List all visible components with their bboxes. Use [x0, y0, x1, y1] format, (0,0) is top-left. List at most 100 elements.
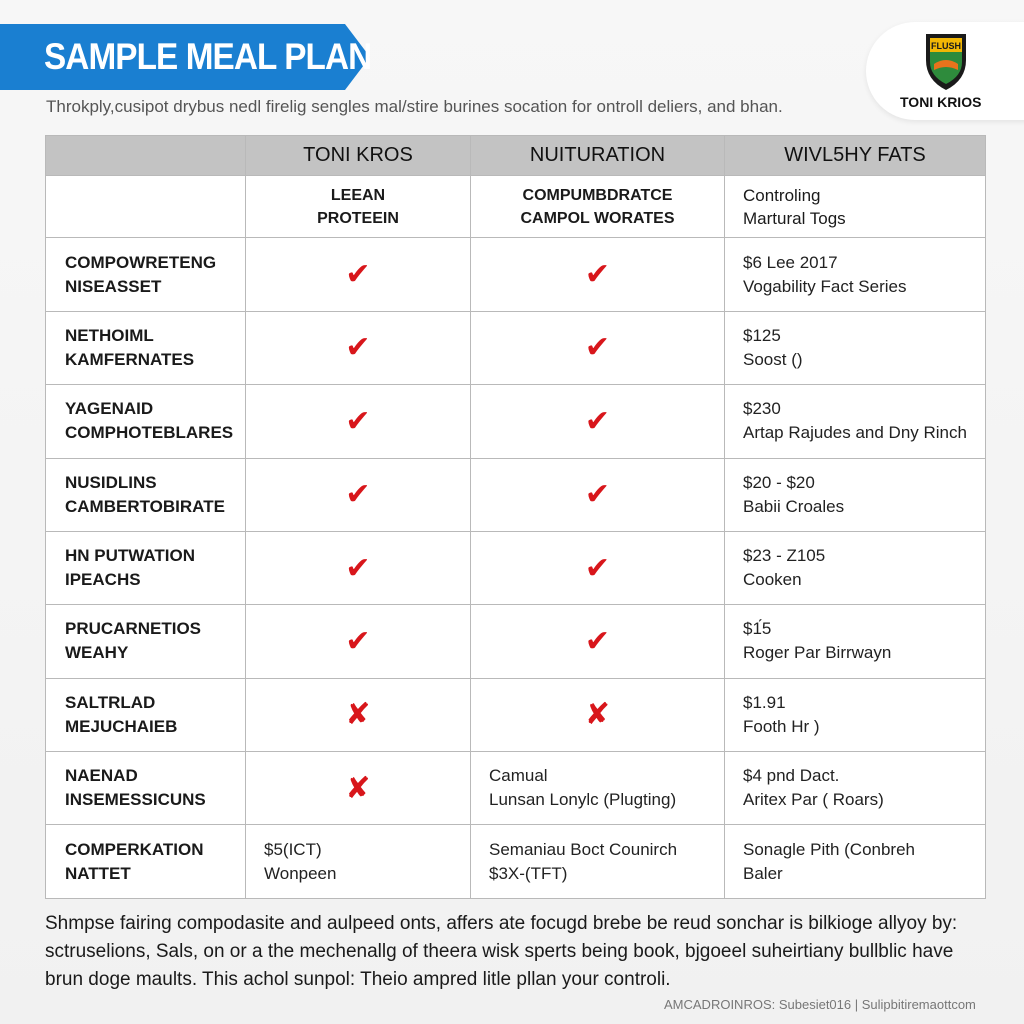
- cell-text-line: WEAHY: [65, 643, 129, 663]
- checkmark-icon: ✔: [245, 457, 471, 532]
- subheader-cell: COMPUMBDRATCE CAMPOL WORATES: [470, 174, 725, 239]
- cell-text-line: NISEASSET: [65, 276, 162, 296]
- cell-text-line: Soost (): [743, 349, 803, 369]
- cross-icon: ✘: [470, 677, 725, 753]
- page-subtitle: Throkply,cusipot drybus nedl firelig sen…: [46, 97, 783, 116]
- cell-text-line: $230: [743, 399, 781, 419]
- shield-crest-icon: FLUSH: [926, 34, 966, 90]
- cell-text-line: Wonpeen: [264, 863, 337, 883]
- cell-text-line: COMPHOTEBLARES: [65, 423, 234, 443]
- cell-text-line: $20 - $20: [743, 472, 815, 492]
- subheader-line: COMPUMBDRATCE: [522, 186, 673, 204]
- subheader-line: Martural Togs: [743, 208, 846, 228]
- cell-text-line: SALTRLAD: [65, 692, 156, 712]
- table-subheader-row: LEEAN PROTEEIN COMPUMBDRATCE CAMPOL WORA…: [45, 174, 986, 239]
- cell-text-line: CAMBERTOBIRATE: [65, 496, 225, 516]
- table-row: NAENAD INSEMESSICUNS ✘ Camual Lunsan Lonylc …: [45, 751, 986, 826]
- cell-text-line: NATTET: [65, 863, 131, 883]
- cell-text-line: HN PUTWATION: [65, 546, 196, 566]
- page-title: SAMPLE MEAL PLAN: [44, 36, 372, 77]
- checkmark-icon: ✔: [470, 457, 725, 532]
- subheader-cell: Controling Martural Togs: [724, 174, 986, 239]
- column-header-fats: WIVL5HY FATS: [724, 135, 986, 176]
- cell-text-line: Babii Croales: [743, 496, 845, 516]
- cell-text-line: Cooken: [743, 570, 802, 590]
- cell-text-line: Roger Par Birrwayn: [743, 643, 892, 663]
- cell-text-line: NETHOIML: [65, 325, 154, 345]
- checkmark-icon: ✔: [245, 530, 471, 606]
- text-cell: $125 Soost (): [724, 310, 986, 386]
- cell-text-line: INSEMESSICUNS: [65, 790, 206, 810]
- cell-text-line: PRUCARNETIOS: [65, 619, 202, 639]
- text-cell: $23 - Z105 Cooken: [724, 530, 986, 606]
- cell-text-line: $23 - Z105: [743, 546, 826, 566]
- text-cell: $6 Lee 2017 Vogability Fact Series: [724, 237, 986, 312]
- cell-text-line: YAGENAID: [65, 399, 154, 419]
- text-cell: $20 - $20 Babii Croales: [724, 457, 986, 532]
- cell-text-line: Sonagle Pith (Conbreh: [743, 839, 916, 859]
- title-banner: SAMPLE MEAL PLAN: [0, 24, 372, 90]
- checkmark-icon: ✔: [470, 604, 725, 679]
- row-label: PRUCARNETIOS WEAHY: [45, 604, 246, 679]
- text-cell: $1.91 Footh Hr ): [724, 677, 986, 753]
- cell-text-line: $5(ICT): [264, 839, 322, 859]
- cell-text-line: $4 pnd Dact.: [743, 766, 840, 786]
- banner-shape: [0, 24, 370, 90]
- row-label: SALTRLAD MEJUCHAIEB: [45, 677, 246, 753]
- column-header-nutrition: NUITURATION: [470, 135, 725, 176]
- row-label: HN PUTWATION IPEACHS: [45, 530, 246, 606]
- cell-text-line: $3X-(TFT): [489, 863, 568, 883]
- cell-text-line: Vogability Fact Series: [743, 276, 907, 296]
- table-row: SALTRLAD MEJUCHAIEB ✘ ✘ $1.91 Footh Hr ): [45, 677, 986, 753]
- table-row: COMPERKATION NATTET $5(ICT) Wonpeen Semaniau…: [45, 824, 986, 899]
- text-cell: Sonagle Pith (Conbreh Baler: [724, 824, 986, 899]
- cell-text-line: COMPOWRETENG: [65, 252, 217, 272]
- table-row: COMPOWRETENG NISEASSET ✔ ✔ $6 Lee 2017 Vogabi…: [45, 237, 986, 312]
- cell-text-line: Lunsan Lonylc (Plugting): [489, 790, 677, 810]
- checkmark-icon: ✔: [470, 530, 725, 606]
- row-label: COMPOWRETENG NISEASSET: [45, 237, 246, 312]
- row-label: YAGENAID COMPHOTEBLARES: [45, 384, 246, 459]
- checkmark-icon: ✔: [245, 604, 471, 679]
- table-row: NETHOIML KAMFERNATES ✔ ✔ $125 Soost (): [45, 310, 986, 386]
- column-header-blank: [45, 135, 246, 176]
- table-row: PRUCARNETIOS WEAHY ✔ ✔ $1́5 Roger Par Birrway…: [45, 604, 986, 679]
- cell-text-line: $1́5: [743, 619, 772, 639]
- cell-text-line: IPEACHS: [65, 570, 141, 590]
- text-cell: $5(ICT) Wonpeen: [245, 824, 471, 899]
- text-cell: $1́5 Roger Par Birrwayn: [724, 604, 986, 679]
- row-label: NETHOIML KAMFERNATES: [45, 310, 246, 386]
- cross-icon: ✘: [245, 751, 471, 826]
- text-cell: Semaniau Boct Counirch $3X-(TFT): [470, 824, 725, 899]
- cell-text-line: Baler: [743, 863, 783, 883]
- table-row: HN PUTWATION IPEACHS ✔ ✔ $23 - Z105 Cooken: [45, 530, 986, 606]
- checkmark-icon: ✔: [245, 237, 471, 312]
- subheader-line: CAMPOL WORATES: [520, 209, 675, 227]
- subheader-blank: [45, 174, 246, 239]
- cell-text-line: $125: [743, 325, 781, 345]
- cell-text-line: NAENAD: [65, 766, 138, 786]
- cell-text-line: Footh Hr ): [743, 716, 820, 736]
- cell-text-line: Semaniau Boct Counirch: [489, 839, 678, 859]
- cell-text-line: Camual: [489, 766, 548, 786]
- table-row: YAGENAID COMPHOTEBLARES ✔ ✔ $230 Artap Rajude…: [45, 384, 986, 459]
- cell-text-line: $1.91: [743, 692, 786, 712]
- row-label: NUSIDLINS CAMBERTOBIRATE: [45, 457, 246, 532]
- cell-text-line: COMPERKATION: [65, 839, 204, 859]
- cross-icon: ✘: [245, 677, 471, 753]
- cell-text-line: Aritex Par ( Roars): [743, 790, 884, 810]
- table-header-row: TONI KROS NUITURATION WIVL5HY FATS: [45, 135, 986, 176]
- subheader-line: LEEAN: [330, 186, 386, 204]
- text-cell: Camual Lunsan Lonylc (Plugting): [470, 751, 725, 826]
- checkmark-icon: ✔: [470, 310, 725, 386]
- logo: FLUSH TONI KRIOS: [866, 22, 1024, 120]
- subheader-line: Controling: [743, 185, 821, 205]
- subheader-cell: LEEAN PROTEEIN: [245, 174, 471, 239]
- checkmark-icon: ✔: [470, 384, 725, 459]
- footer-credits: AMCADROINROS: Subesiet016 | Sulipbitirem…: [664, 997, 976, 1012]
- cell-text-line: MEJUCHAIEB: [65, 716, 178, 736]
- text-cell: $4 pnd Dact. Aritex Par ( Roars): [724, 751, 986, 826]
- checkmark-icon: ✔: [470, 237, 725, 312]
- row-label: COMPERKATION NATTET: [45, 824, 246, 899]
- cell-text-line: $6 Lee 2017: [743, 252, 838, 272]
